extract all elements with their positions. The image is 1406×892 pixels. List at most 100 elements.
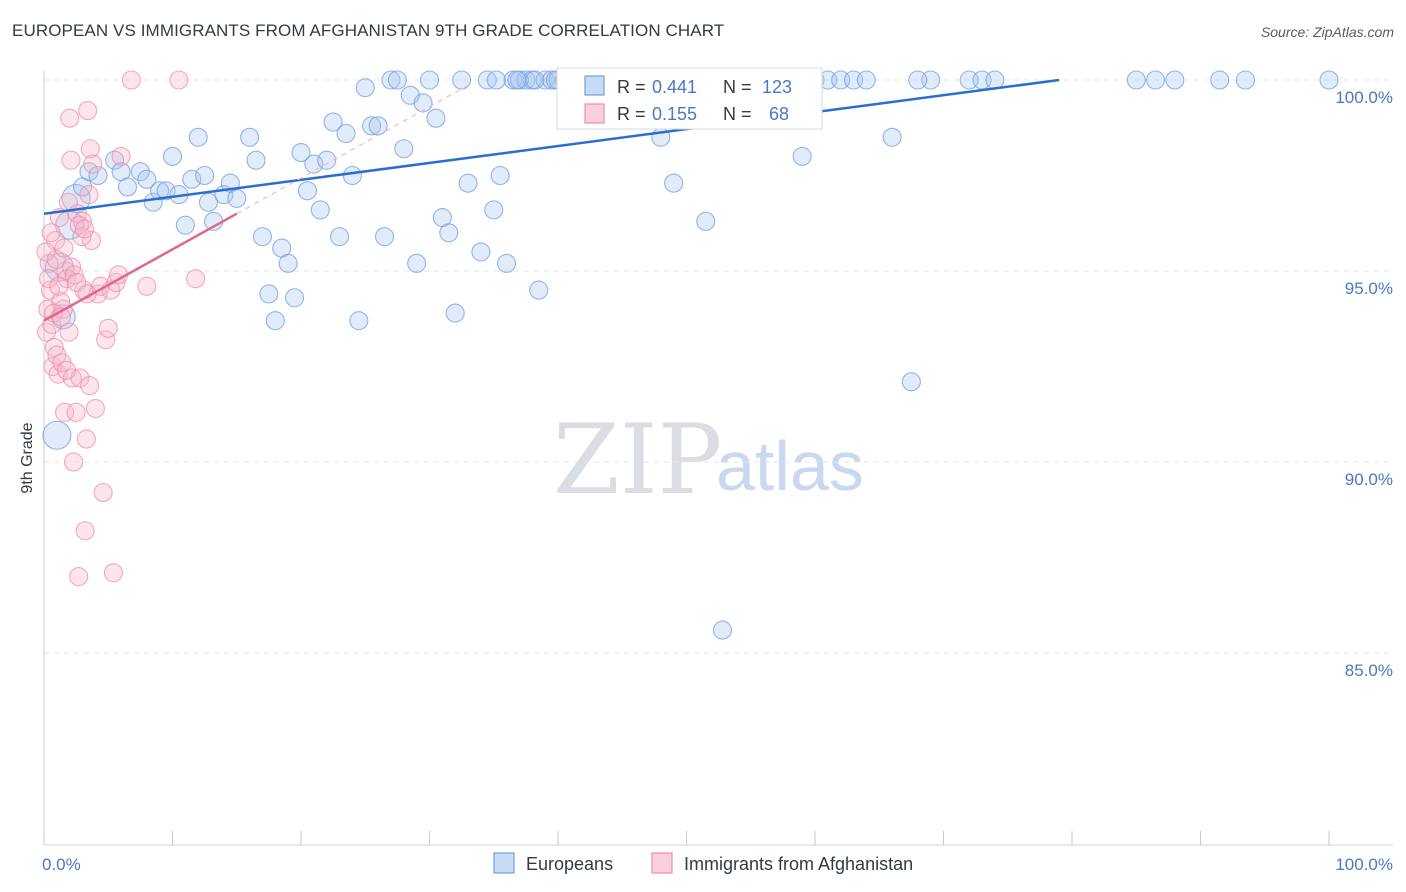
europeans-point <box>317 150 337 170</box>
europeans-point <box>265 311 285 331</box>
europeans-point <box>150 181 170 201</box>
afghanistan-point <box>61 150 81 170</box>
series-europeans <box>42 70 1339 640</box>
x-axis-ticks <box>43 831 1330 845</box>
europeans-point <box>1145 70 1166 90</box>
afghanistan-point <box>76 429 96 449</box>
europeans-point <box>291 143 311 163</box>
legend-label-europeans: Europeans <box>526 854 613 874</box>
afghanistan-point <box>78 101 98 121</box>
watermark-zip: ZIP <box>553 404 722 516</box>
europeans-point <box>712 620 733 640</box>
stats-swatch-afghanistan <box>584 103 605 124</box>
europeans-point <box>246 150 266 170</box>
europeans-point <box>696 211 716 231</box>
afghanistan-point <box>98 318 118 338</box>
afghanistan-point <box>56 360 77 380</box>
europeans-point <box>525 70 545 90</box>
afghanistan-point <box>186 269 206 289</box>
afghanistan-point <box>79 185 99 205</box>
europeans-point <box>908 70 928 90</box>
stats-swatch-europeans <box>584 75 605 96</box>
europeans-point <box>329 227 350 247</box>
afghanistan-point <box>69 215 89 235</box>
afghanistan-point <box>74 219 95 239</box>
legend-swatch-europeans <box>493 852 515 874</box>
afghanistan-point <box>54 238 74 258</box>
afghanistan-point <box>80 139 100 159</box>
afghanistan-point <box>62 368 82 388</box>
stats-r-value-europeans: 0.441 <box>652 77 697 97</box>
afghanistan-point <box>64 265 84 285</box>
stats-n-value-europeans: 123 <box>762 77 792 97</box>
europeans-point <box>182 169 202 189</box>
europeans-point <box>259 284 279 304</box>
stats-box: R = 0.441 N = 123 R = 0.155 N = 68 <box>556 67 823 130</box>
afghanistan-point <box>44 337 64 357</box>
europeans-point <box>336 123 356 144</box>
afghanistan-point <box>75 521 95 541</box>
europeans-point <box>156 181 176 201</box>
x-tick-label-min: 0.0% <box>42 855 81 874</box>
afghanistan-point <box>103 563 123 583</box>
europeans-point <box>985 70 1005 90</box>
europeans-point <box>856 70 876 90</box>
afghanistan-point <box>137 276 157 296</box>
stats-r-label-afghanistan: R = <box>617 104 646 124</box>
europeans-point <box>349 311 369 331</box>
europeans-point <box>342 165 362 186</box>
europeans-point <box>162 146 183 166</box>
europeans-point <box>195 165 215 186</box>
europeans-point <box>413 93 433 113</box>
europeans-point <box>355 78 375 98</box>
europeans-point <box>419 70 440 90</box>
y-tick-label: 95.0% <box>1345 279 1393 298</box>
europeans-point <box>323 112 343 132</box>
afghanistan-point <box>46 249 66 270</box>
afghanistan-point <box>66 402 86 422</box>
europeans-point <box>452 70 472 90</box>
europeans-point <box>387 70 407 90</box>
europeans-point <box>240 127 260 147</box>
europeans-point <box>88 165 108 186</box>
europeans-point <box>188 127 208 147</box>
europeans-point <box>1235 70 1256 90</box>
afghanistan-point <box>38 269 59 289</box>
europeans-point <box>117 177 138 197</box>
legend-label-afghanistan: Immigrants from Afghanistan <box>684 854 913 874</box>
europeans-point <box>381 70 401 90</box>
europeans-point <box>175 215 195 235</box>
europeans-point <box>285 288 305 308</box>
europeans-point <box>484 200 504 220</box>
europeans-point <box>310 200 330 220</box>
x-tick-label-max: 100.0% <box>1335 855 1393 874</box>
afghanistan-point <box>169 70 189 90</box>
trend-line-europeans <box>43 78 1060 215</box>
afghanistan-point <box>83 154 103 174</box>
europeans-point <box>792 146 812 166</box>
europeans-point <box>394 139 414 159</box>
trend-lines <box>43 78 1060 322</box>
stats-n-label-afghanistan: N = <box>723 104 752 124</box>
afghanistan-point <box>69 567 89 587</box>
europeans-point <box>486 70 506 90</box>
europeans-point <box>497 253 517 273</box>
afghanistan-point <box>73 211 93 231</box>
afghanistan-point <box>62 257 82 277</box>
y-tick-label: 85.0% <box>1345 661 1393 680</box>
europeans-point <box>1165 70 1185 90</box>
europeans-point <box>368 116 388 136</box>
afghanistan-point <box>41 223 61 243</box>
afghanistan-point <box>111 146 131 166</box>
europeans-point <box>445 303 465 323</box>
europeans-point <box>374 227 395 247</box>
chart-title: EUROPEAN VS IMMIGRANTS FROM AFGHANISTAN … <box>12 21 725 40</box>
stats-n-label-europeans: N = <box>723 77 752 97</box>
europeans-point <box>137 169 157 189</box>
source-label: Source: ZipAtlas.com <box>1260 24 1394 40</box>
stats-r-label-europeans: R = <box>617 77 646 97</box>
afghanistan-point <box>64 452 84 472</box>
y-tick-label: 100.0% <box>1335 88 1393 107</box>
europeans-point <box>42 420 72 450</box>
